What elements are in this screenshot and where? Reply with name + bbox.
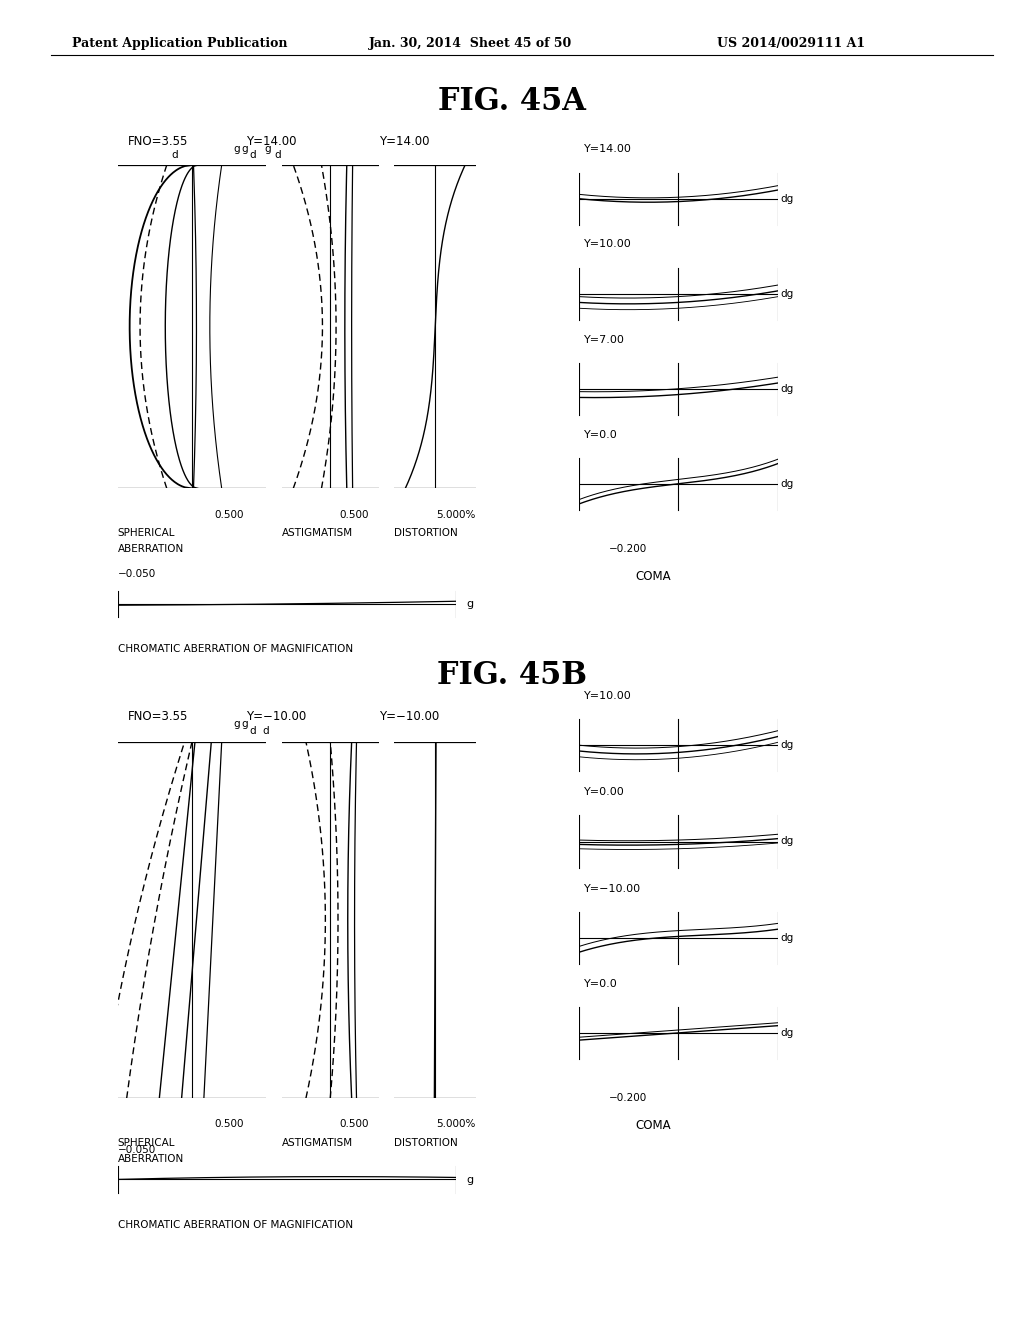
Text: dg: dg [780, 741, 794, 750]
Text: Y=0.00: Y=0.00 [584, 787, 625, 797]
Text: Y=−10.00: Y=−10.00 [246, 710, 306, 723]
Text: Y=14.00: Y=14.00 [246, 135, 296, 148]
Text: FNO=3.55: FNO=3.55 [128, 710, 188, 723]
Text: Y=0.0: Y=0.0 [584, 978, 617, 989]
Text: dg: dg [780, 933, 794, 942]
Text: −0.200: −0.200 [609, 544, 647, 554]
Text: ASTIGMATISM: ASTIGMATISM [282, 528, 352, 539]
Text: −0.050: −0.050 [118, 1144, 156, 1155]
Text: g: g [233, 144, 240, 154]
Text: Y=10.00: Y=10.00 [584, 239, 632, 249]
Text: 5.000%: 5.000% [436, 510, 475, 520]
Text: FNO=3.55: FNO=3.55 [128, 135, 188, 148]
Text: DISTORTION: DISTORTION [394, 1138, 458, 1148]
Text: Y=14.00: Y=14.00 [379, 135, 429, 148]
Text: SPHERICAL: SPHERICAL [118, 528, 175, 539]
Text: ABERRATION: ABERRATION [118, 1154, 184, 1164]
Text: Y=0.0: Y=0.0 [584, 429, 617, 440]
Text: g: g [466, 1175, 473, 1185]
Text: d: d [250, 150, 256, 161]
Text: Y=14.00: Y=14.00 [584, 144, 632, 154]
Text: dg: dg [780, 384, 794, 393]
Text: −0.050: −0.050 [118, 569, 156, 579]
Text: d: d [262, 726, 268, 737]
Text: dg: dg [780, 479, 794, 488]
Text: dg: dg [780, 289, 794, 298]
Text: dg: dg [780, 1028, 794, 1038]
Text: ASTIGMATISM: ASTIGMATISM [282, 1138, 352, 1148]
Text: −0.200: −0.200 [609, 1093, 647, 1104]
Text: 0.500: 0.500 [340, 510, 370, 520]
Text: Y=7.00: Y=7.00 [584, 334, 625, 345]
Text: 0.500: 0.500 [214, 1119, 244, 1130]
Text: g: g [233, 719, 240, 730]
Text: 0.500: 0.500 [214, 510, 244, 520]
Text: g: g [242, 719, 248, 730]
Text: Y=−10.00: Y=−10.00 [584, 883, 641, 894]
Text: Y=−10.00: Y=−10.00 [379, 710, 439, 723]
Text: d: d [274, 150, 281, 161]
Text: 0.500: 0.500 [340, 1119, 370, 1130]
Text: d: d [250, 726, 256, 737]
Text: FIG. 45B: FIG. 45B [437, 660, 587, 690]
Text: g: g [242, 144, 248, 154]
Text: FIG. 45A: FIG. 45A [438, 86, 586, 116]
Text: g: g [264, 144, 270, 154]
Text: Jan. 30, 2014  Sheet 45 of 50: Jan. 30, 2014 Sheet 45 of 50 [369, 37, 571, 50]
Text: COMA: COMA [635, 570, 671, 583]
Text: COMA: COMA [635, 1119, 671, 1133]
Text: US 2014/0029111 A1: US 2014/0029111 A1 [717, 37, 865, 50]
Text: CHROMATIC ABERRATION OF MAGNIFICATION: CHROMATIC ABERRATION OF MAGNIFICATION [118, 644, 353, 655]
Text: SPHERICAL: SPHERICAL [118, 1138, 175, 1148]
Text: DISTORTION: DISTORTION [394, 528, 458, 539]
Text: dg: dg [780, 194, 794, 203]
Text: 5.000%: 5.000% [436, 1119, 475, 1130]
Text: ABERRATION: ABERRATION [118, 544, 184, 554]
Text: d: d [171, 150, 177, 161]
Text: g: g [466, 599, 473, 610]
Text: CHROMATIC ABERRATION OF MAGNIFICATION: CHROMATIC ABERRATION OF MAGNIFICATION [118, 1220, 353, 1230]
Text: Patent Application Publication: Patent Application Publication [72, 37, 287, 50]
Text: dg: dg [780, 837, 794, 846]
Text: Y=10.00: Y=10.00 [584, 690, 632, 701]
